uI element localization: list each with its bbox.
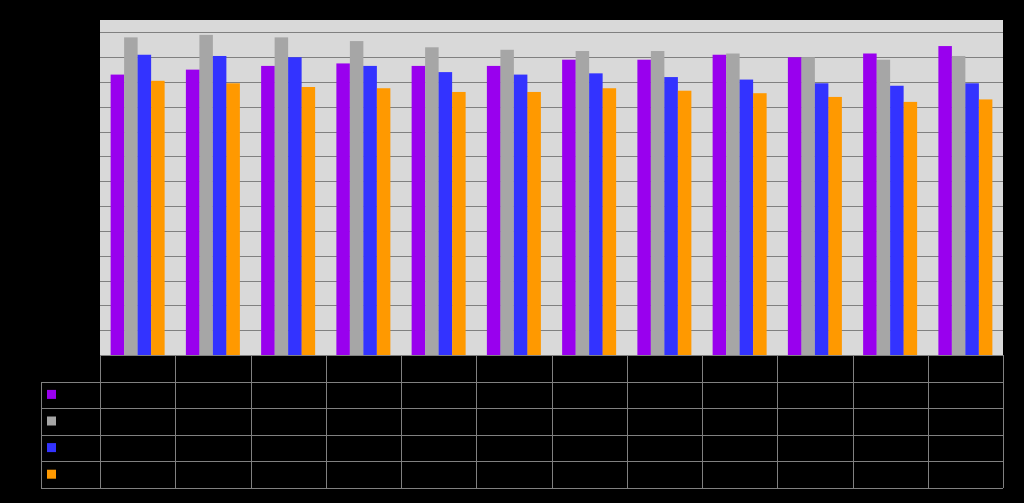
legend-key-series-4 <box>47 469 56 479</box>
legend-key-series-1 <box>47 389 56 399</box>
bar-series-1 <box>637 59 651 355</box>
bar-series-4 <box>452 91 466 356</box>
bar-series-3 <box>212 55 227 355</box>
bar-series-1 <box>336 63 350 356</box>
bar-series-1 <box>110 74 125 355</box>
bar-series-1 <box>863 53 877 355</box>
bar-series-3 <box>513 74 528 355</box>
bar-series-4 <box>376 88 391 356</box>
legend-key-series-2 <box>47 416 56 426</box>
bar-series-3 <box>814 83 829 355</box>
bar-series-1 <box>938 46 952 356</box>
bar-series-2 <box>199 34 213 355</box>
plot-area <box>100 20 1003 355</box>
bar-series-3 <box>288 57 302 355</box>
bar-series-4 <box>602 88 617 356</box>
bar-series-2 <box>801 57 815 355</box>
bar-series-2 <box>349 41 364 356</box>
bar-series-4 <box>527 91 541 356</box>
bar-series-4 <box>903 101 918 355</box>
bar-series-4 <box>301 87 316 355</box>
bar-series-2 <box>726 53 740 355</box>
legend-key-series-3 <box>47 443 56 453</box>
bar-series-1 <box>411 65 426 355</box>
bar-series-3 <box>890 85 904 355</box>
bar-series-4 <box>978 99 993 355</box>
bar-series-4 <box>828 96 842 356</box>
bar-series-2 <box>425 47 439 356</box>
bar-series-2 <box>876 59 891 355</box>
bar-series-2 <box>274 37 289 356</box>
bar-series-3 <box>664 77 678 355</box>
bar-series-1 <box>486 65 501 355</box>
bar-series-2 <box>575 51 590 356</box>
bar-series-1 <box>261 65 275 355</box>
bar-series-2 <box>500 49 514 355</box>
bar-series-4 <box>753 93 767 355</box>
bar-series-3 <box>363 65 377 355</box>
bar-series-3 <box>965 83 979 355</box>
bar-series-3 <box>137 54 152 356</box>
bar-series-3 <box>438 72 453 356</box>
bar-series-4 <box>226 83 240 355</box>
bar-series-3 <box>739 79 754 355</box>
bar-series-4 <box>151 80 165 356</box>
bar-series-1 <box>712 54 727 356</box>
bar-series-4 <box>677 90 692 355</box>
bar-series-2 <box>124 37 138 356</box>
bar-series-2 <box>951 55 966 355</box>
bar-series-3 <box>589 73 603 355</box>
bar-series-1 <box>787 57 802 355</box>
bar-series-1 <box>562 59 576 355</box>
bar-series-2 <box>650 51 665 356</box>
bar-series-1 <box>185 69 200 355</box>
